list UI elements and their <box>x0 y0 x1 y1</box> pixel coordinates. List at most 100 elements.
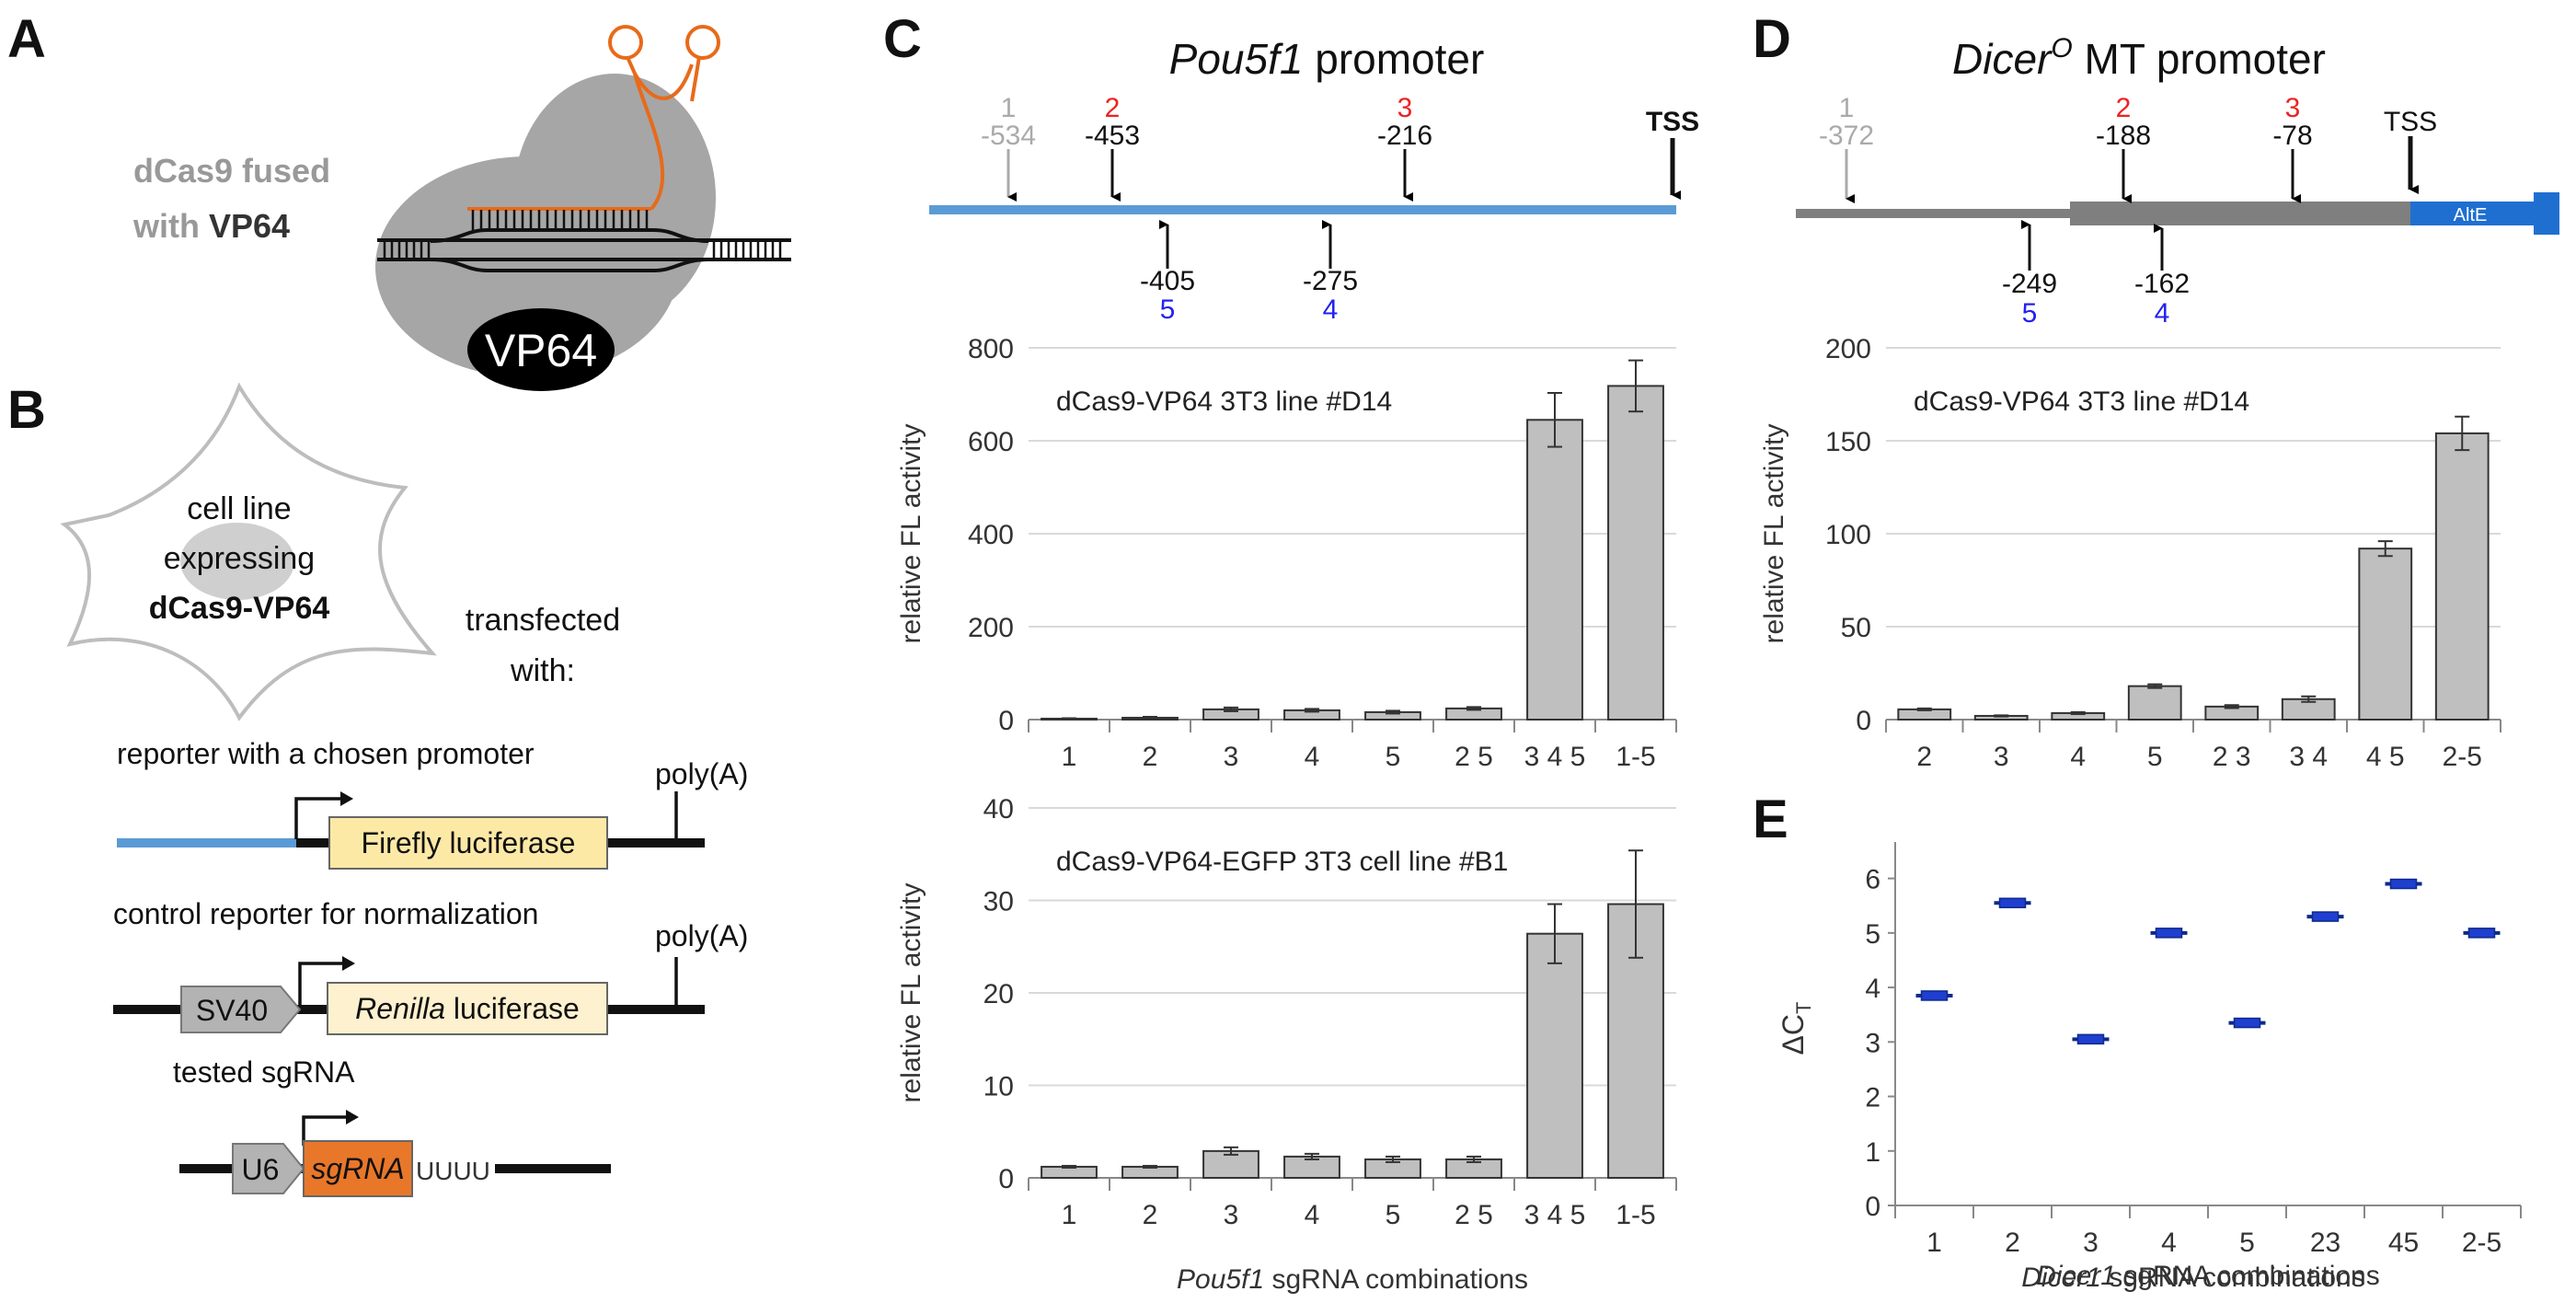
y-tick-label: 200 <box>968 613 1014 643</box>
bar <box>1526 419 1583 721</box>
y-tick-label: 600 <box>968 427 1014 457</box>
dicer-site-4-position: -162 <box>2134 269 2190 299</box>
pou5f1-site-5-number: 5 <box>1160 294 1176 325</box>
x-tick-label: 2 <box>2005 1228 2020 1258</box>
bar <box>2434 432 2490 721</box>
panel-c-letter: C <box>883 9 922 69</box>
y-tick-label: 40 <box>983 794 1014 824</box>
x-tick-label: 3 <box>1224 1200 1239 1230</box>
x-tick-label: 1 <box>1926 1228 1942 1258</box>
x-tick-label: 4 <box>1305 1200 1320 1230</box>
firefly-luciferase-label: Firefly luciferase <box>362 826 576 859</box>
panel-b: B cell line expressing dCas9-VP64 transf… <box>7 380 748 1197</box>
pou5f1-site-3-number: 3 <box>1397 93 1413 123</box>
data-point <box>1920 990 1949 1001</box>
dicer-site-2-number: 2 <box>2116 93 2132 123</box>
sgrna-title: tested sgRNA <box>173 1055 355 1089</box>
alte-label: AltE <box>2454 205 2488 225</box>
pou5f1-site-2-position: -453 <box>1085 121 1140 151</box>
data-point <box>1998 897 2027 909</box>
bar <box>1607 385 1664 721</box>
alte-exon-shape <box>2410 202 2558 225</box>
y-tick-label: 400 <box>968 520 1014 550</box>
chart-pou5f1-d14: 0 200 400 600 800 1 2 3 4 5 2 5 3 4 5 1-5 dCas9-VP64 … <box>896 334 1677 772</box>
pou5f1-site-3-position: -216 <box>1377 121 1432 151</box>
data-point <box>2233 1017 2261 1029</box>
y-tick-label: 20 <box>983 979 1014 1009</box>
x-tick-label: 3 4 5 <box>1524 742 1586 772</box>
with-vp64-caption: with VP64 <box>132 207 290 245</box>
y-tick-label: 10 <box>983 1072 1014 1102</box>
vp64-domain-shape <box>467 308 615 391</box>
panel-c: C Pou5f1 promoter TSS 1 -534 2 -453 3 -2… <box>883 9 1699 325</box>
x-tick-label: 1 <box>1062 1200 1077 1230</box>
x-tick-label: 5 <box>2147 742 2163 772</box>
uuuu-label: UUUU <box>416 1157 490 1185</box>
chart-annotation: dCas9-VP64 3T3 line #D14 <box>1056 386 1392 417</box>
reporter1-title: reporter with a chosen promoter <box>117 737 535 770</box>
pou5f1-site-4-position: -275 <box>1303 266 1358 296</box>
y-axis-label: relative FL activity <box>896 424 926 644</box>
u6-promoter-shape <box>232 1143 305 1194</box>
nucleus-shape <box>180 523 294 600</box>
panel-e-letter: E <box>1753 790 1788 849</box>
panel-d: D DicerO MT promoter AltE TSS 1 -372 2 -… <box>1753 9 2559 329</box>
with-text: with: <box>510 653 575 688</box>
y-axis-label: relative FL activity <box>896 883 926 1103</box>
y-tick-label: 0 <box>998 1164 1014 1194</box>
x-tick-label: 2 5 <box>1455 742 1493 772</box>
x-tick-label: 23 <box>2310 1228 2340 1258</box>
renilla-luciferase-box <box>327 982 608 1035</box>
y-tick-label: 800 <box>968 334 1014 364</box>
chart-annotation: dCas9-VP64-EGFP 3T3 cell line #B1 <box>1056 847 1508 877</box>
sv40-label: SV40 <box>196 994 268 1027</box>
pou5f1-promoter-title: Pou5f1 promoter <box>1169 35 1485 83</box>
y-tick-label: 150 <box>1825 427 1871 457</box>
x-tick-label: 3 4 <box>2289 742 2328 772</box>
dcas9-fused-caption: dCas9 fused <box>133 152 330 190</box>
transfected-text: transfected <box>466 603 620 638</box>
reporter2-title: control reporter for normalization <box>113 897 538 930</box>
x-tick-label: 2 3 <box>2213 742 2251 772</box>
y-tick-label: 30 <box>983 887 1014 917</box>
y-axis-label: ΔCT <box>1777 1002 1815 1055</box>
x-tick-label: 3 <box>1994 742 2009 772</box>
panel-d-letter: D <box>1753 9 1791 69</box>
bar <box>1526 932 1583 1179</box>
dicer-tss-label: TSS <box>2384 107 2437 137</box>
sgrna-hairpin-shape <box>608 25 720 211</box>
u6-label: U6 <box>242 1153 280 1186</box>
x-tick-label: 2 <box>1143 1200 1158 1230</box>
dicer-promoter-thick-segment <box>2070 202 2410 225</box>
data-point <box>2155 928 2183 939</box>
y-tick-label: 3 <box>1865 1028 1880 1058</box>
sv40-promoter-shape <box>180 986 302 1033</box>
pou5f1-tss-label: TSS <box>1646 107 1699 137</box>
data-point <box>2389 878 2418 890</box>
y-tick-label: 4 <box>1865 974 1880 1004</box>
panel-a-letter: A <box>7 9 46 69</box>
pou5f1-site-1-position: -534 <box>981 121 1036 151</box>
x-tick-label: 1-5 <box>1616 742 1655 772</box>
x-axis-label: Dicer1 sgRNA combinations <box>2021 1263 2365 1293</box>
firefly-luciferase-box <box>328 816 608 870</box>
y-tick-label: 50 <box>1841 613 1871 643</box>
pou5f1-site-2-number: 2 <box>1105 93 1121 123</box>
bar <box>2127 685 2182 721</box>
dicer-promoter-title: DicerO MT promoter <box>1952 33 2326 83</box>
x-axis-label: Dicer1 sgRNA combinations <box>2036 1261 2380 1291</box>
x-tick-label: 3 <box>2083 1228 2099 1258</box>
x-tick-label: 4 <box>2161 1228 2177 1258</box>
sgrna-box <box>303 1140 413 1197</box>
chart-annotation: dCas9-VP64 3T3 line #D14 <box>1914 386 2249 417</box>
y-tick-label: 5 <box>1865 919 1880 950</box>
polya-label-1: poly(A) <box>655 757 748 790</box>
bar <box>2358 548 2413 721</box>
x-tick-label: 5 <box>2239 1228 2255 1258</box>
y-tick-label: 1 <box>1865 1137 1880 1168</box>
x-tick-label: 4 5 <box>2366 742 2405 772</box>
data-point <box>2467 928 2496 939</box>
dicer-site-5-number: 5 <box>2022 298 2038 329</box>
x-tick-label: 2 <box>1143 742 1158 772</box>
